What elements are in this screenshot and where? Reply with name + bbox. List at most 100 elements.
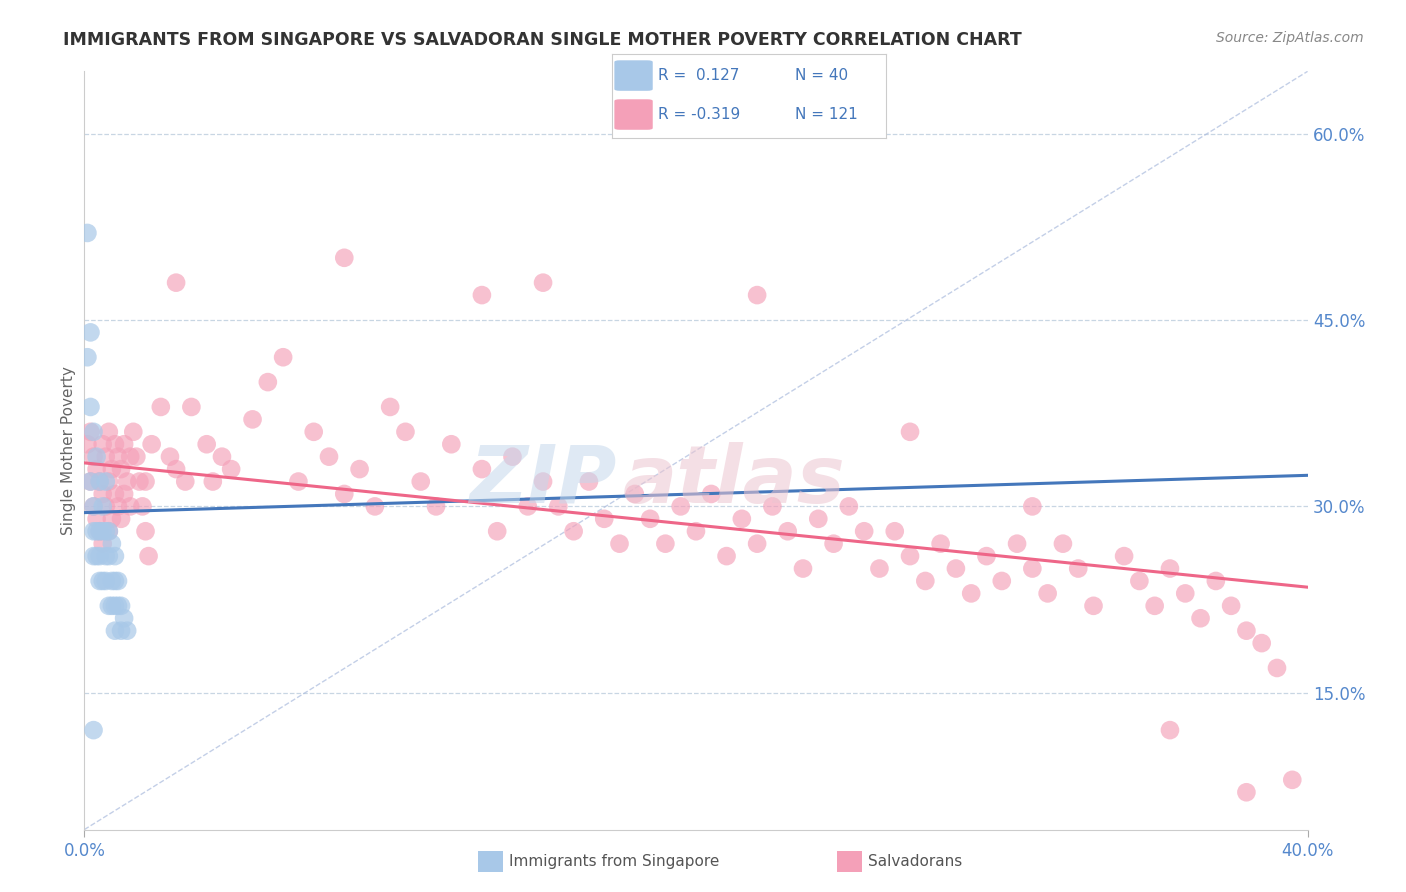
Point [201, 475, 224, 489]
Point [1159, 723, 1181, 738]
Point [502, 450, 524, 464]
Point [761, 500, 783, 514]
Text: Immigrants from Singapore: Immigrants from Singapore [509, 855, 720, 869]
Point [486, 524, 509, 539]
Point [898, 549, 921, 563]
Point [1067, 561, 1090, 575]
Point [86, 512, 108, 526]
Point [115, 475, 138, 489]
Point [747, 537, 769, 551]
Point [159, 450, 181, 464]
Point [394, 425, 416, 439]
Point [110, 624, 132, 638]
Point [807, 512, 830, 526]
Point [83, 425, 105, 439]
Point [110, 599, 132, 613]
Point [112, 487, 135, 501]
Point [624, 487, 647, 501]
Point [76, 437, 98, 451]
Point [86, 462, 108, 476]
Point [97, 549, 120, 563]
Point [125, 450, 148, 464]
Text: R =  0.127: R = 0.127 [658, 68, 740, 83]
Point [89, 524, 111, 539]
Point [242, 412, 264, 426]
Point [898, 425, 921, 439]
Point [97, 475, 120, 489]
Point [471, 462, 494, 476]
Point [79, 326, 101, 340]
Point [110, 512, 132, 526]
Point [94, 450, 117, 464]
Point [141, 437, 163, 451]
Point [1236, 624, 1258, 638]
Point [1236, 785, 1258, 799]
Point [333, 251, 356, 265]
Point [101, 574, 124, 588]
Point [101, 537, 124, 551]
Point [471, 288, 494, 302]
Point [97, 524, 120, 539]
Point [823, 537, 845, 551]
Point [104, 437, 127, 451]
Point [333, 487, 356, 501]
Point [91, 574, 114, 588]
Point [91, 524, 114, 539]
Point [97, 524, 120, 539]
Point [89, 475, 111, 489]
Point [79, 475, 101, 489]
Point [380, 400, 402, 414]
Point [364, 500, 387, 514]
Point [211, 450, 233, 464]
Point [731, 512, 754, 526]
Point [86, 524, 108, 539]
Point [1083, 599, 1105, 613]
Point [83, 500, 105, 514]
Point [776, 524, 799, 539]
Point [638, 512, 661, 526]
Point [89, 549, 111, 563]
Point [1159, 561, 1181, 575]
Point [318, 450, 340, 464]
Text: ZIP: ZIP [470, 442, 616, 520]
Point [112, 437, 135, 451]
Point [89, 475, 111, 489]
Point [929, 537, 952, 551]
Point [149, 400, 172, 414]
Point [165, 462, 187, 476]
Point [195, 437, 218, 451]
FancyBboxPatch shape [614, 61, 652, 91]
Point [120, 500, 142, 514]
Point [547, 500, 569, 514]
Point [97, 599, 120, 613]
Point [716, 549, 738, 563]
Point [219, 462, 242, 476]
Point [792, 561, 814, 575]
Point [271, 350, 294, 364]
Point [1005, 537, 1028, 551]
Point [83, 549, 105, 563]
Point [700, 487, 723, 501]
Point [976, 549, 998, 563]
Text: N = 121: N = 121 [796, 107, 858, 122]
Point [138, 549, 160, 563]
Point [1174, 586, 1197, 600]
FancyBboxPatch shape [614, 99, 652, 130]
Point [107, 574, 129, 588]
Text: R = -0.319: R = -0.319 [658, 107, 741, 122]
Point [89, 524, 111, 539]
Point [609, 537, 631, 551]
Point [101, 512, 124, 526]
Point [1281, 772, 1303, 787]
Point [257, 375, 280, 389]
Point [76, 350, 98, 364]
Point [104, 549, 127, 563]
Point [107, 599, 129, 613]
Point [1250, 636, 1272, 650]
Point [107, 500, 129, 514]
Point [83, 500, 105, 514]
Point [79, 425, 101, 439]
Point [76, 226, 98, 240]
Point [86, 450, 108, 464]
Point [91, 437, 114, 451]
